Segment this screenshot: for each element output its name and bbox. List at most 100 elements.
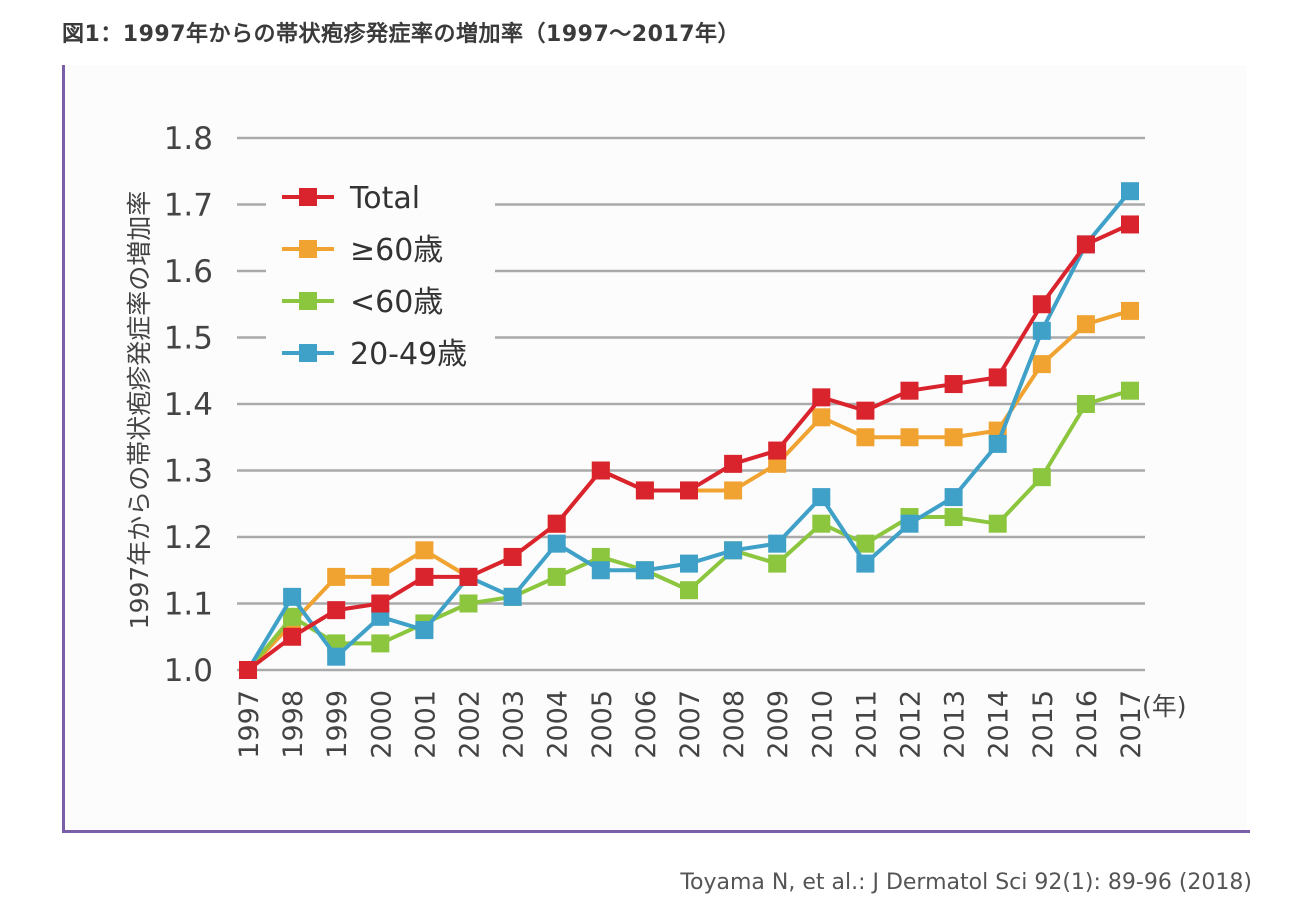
data-point	[1032, 355, 1051, 374]
y-tick-label: 1.7	[164, 188, 213, 224]
x-tick-label: 2003	[499, 690, 530, 759]
data-point	[283, 627, 302, 646]
x-tick-label: 2013	[940, 690, 971, 759]
x-tick-label: 2006	[631, 690, 662, 759]
legend-label: ≥60歳	[350, 233, 443, 268]
data-point	[944, 428, 963, 447]
data-point	[371, 634, 390, 653]
data-point	[327, 567, 346, 586]
legend-label: <60歳	[350, 285, 443, 320]
y-tick-labels: 1.0 1.1 1.2 1.3 1.4 1.5 1.6 1.7 1.8	[164, 121, 213, 689]
data-point	[944, 488, 963, 507]
data-point	[1076, 315, 1095, 334]
x-axis-label: (年)	[1142, 692, 1187, 721]
legend-marker	[299, 188, 317, 206]
data-point	[680, 581, 698, 600]
data-point	[680, 481, 698, 500]
x-tick-label: 2004	[543, 690, 574, 759]
x-tick-label: 2008	[719, 690, 750, 759]
data-point	[988, 368, 1007, 387]
series-3	[239, 215, 1139, 679]
data-point	[724, 541, 743, 560]
legend-marker	[299, 292, 317, 310]
data-point	[415, 541, 434, 560]
series-group	[239, 182, 1139, 679]
data-point	[371, 567, 390, 586]
data-point	[768, 534, 787, 553]
x-tick-label: 2001	[410, 690, 441, 759]
y-tick-label: 1.5	[164, 321, 213, 357]
x-tick-label: 2012	[896, 690, 927, 759]
data-point	[812, 488, 831, 507]
legend-marker	[299, 240, 317, 258]
data-point	[900, 428, 919, 447]
x-tick-label: 1998	[278, 690, 309, 759]
y-tick-label: 1.6	[164, 254, 213, 290]
chart-panel	[62, 65, 1247, 833]
source-citation: Toyama N, et al.: J Dermatol Sci 92(1): …	[680, 870, 1252, 895]
data-point	[239, 661, 257, 679]
data-point	[1032, 468, 1051, 487]
data-point	[1076, 395, 1095, 413]
data-point	[327, 647, 346, 666]
data-point	[371, 594, 390, 613]
y-tick-label: 1.0	[164, 653, 213, 689]
y-axis-label: 1997年からの帯状疱疹発症率の増加率	[125, 191, 154, 630]
data-point	[1076, 235, 1095, 254]
x-tick-label: 2017	[1116, 690, 1147, 759]
data-point	[900, 514, 919, 533]
y-tick-label: 1.8	[164, 121, 213, 157]
data-point	[812, 514, 831, 533]
data-point	[812, 408, 831, 427]
figure-title: 図1：1997年からの帯状疱疹発症率の増加率（1997〜2017年）	[62, 22, 741, 47]
data-point	[283, 587, 302, 606]
data-point	[1121, 381, 1139, 400]
data-point	[503, 547, 522, 566]
data-point	[768, 441, 787, 460]
x-tick-label: 2005	[587, 690, 618, 759]
data-point	[591, 461, 610, 480]
data-point	[547, 567, 566, 586]
x-tick-label: 2010	[807, 690, 838, 759]
y-tick-label: 1.2	[164, 520, 213, 556]
x-tick-label: 2015	[1028, 690, 1059, 759]
x-tick-label: 1997	[234, 690, 265, 759]
legend-item: Total	[282, 181, 420, 216]
x-tick-label: 2007	[675, 690, 706, 759]
data-point	[1121, 182, 1139, 201]
data-point	[812, 388, 831, 407]
legend-marker	[299, 344, 317, 362]
x-tick-label: 1999	[322, 690, 353, 759]
data-point	[591, 561, 610, 580]
data-point	[856, 534, 875, 553]
data-point	[856, 554, 875, 573]
data-point	[1032, 321, 1051, 340]
data-point	[768, 554, 787, 573]
data-point	[944, 508, 963, 527]
y-tick-label: 1.3	[164, 454, 213, 490]
data-point	[944, 375, 963, 394]
data-point	[856, 401, 875, 420]
x-tick-label: 2002	[455, 690, 486, 759]
x-tick-labels: 1997 1998 1999 2000 2001 2002 2003 2004 2005 2006…	[234, 690, 1147, 759]
data-point	[680, 554, 698, 573]
data-point	[988, 434, 1007, 453]
y-tick-label: 1.4	[164, 387, 213, 423]
data-point	[459, 594, 478, 613]
data-point	[459, 567, 478, 586]
x-tick-label: 2016	[1072, 690, 1103, 759]
data-point	[724, 481, 743, 500]
legend: Total ≥60歳 <60歳 20-49歳	[282, 181, 467, 372]
data-point	[503, 587, 522, 606]
data-point	[724, 454, 743, 473]
data-point	[635, 561, 654, 580]
panel-left-border	[62, 65, 65, 833]
y-tick-label: 1.1	[164, 587, 213, 623]
x-tick-label: 2000	[366, 690, 397, 759]
legend-item: 20-49歳	[282, 337, 467, 372]
data-point	[856, 428, 875, 447]
data-point	[415, 567, 434, 586]
legend-label: 20-49歳	[350, 337, 467, 372]
data-point	[415, 621, 434, 640]
